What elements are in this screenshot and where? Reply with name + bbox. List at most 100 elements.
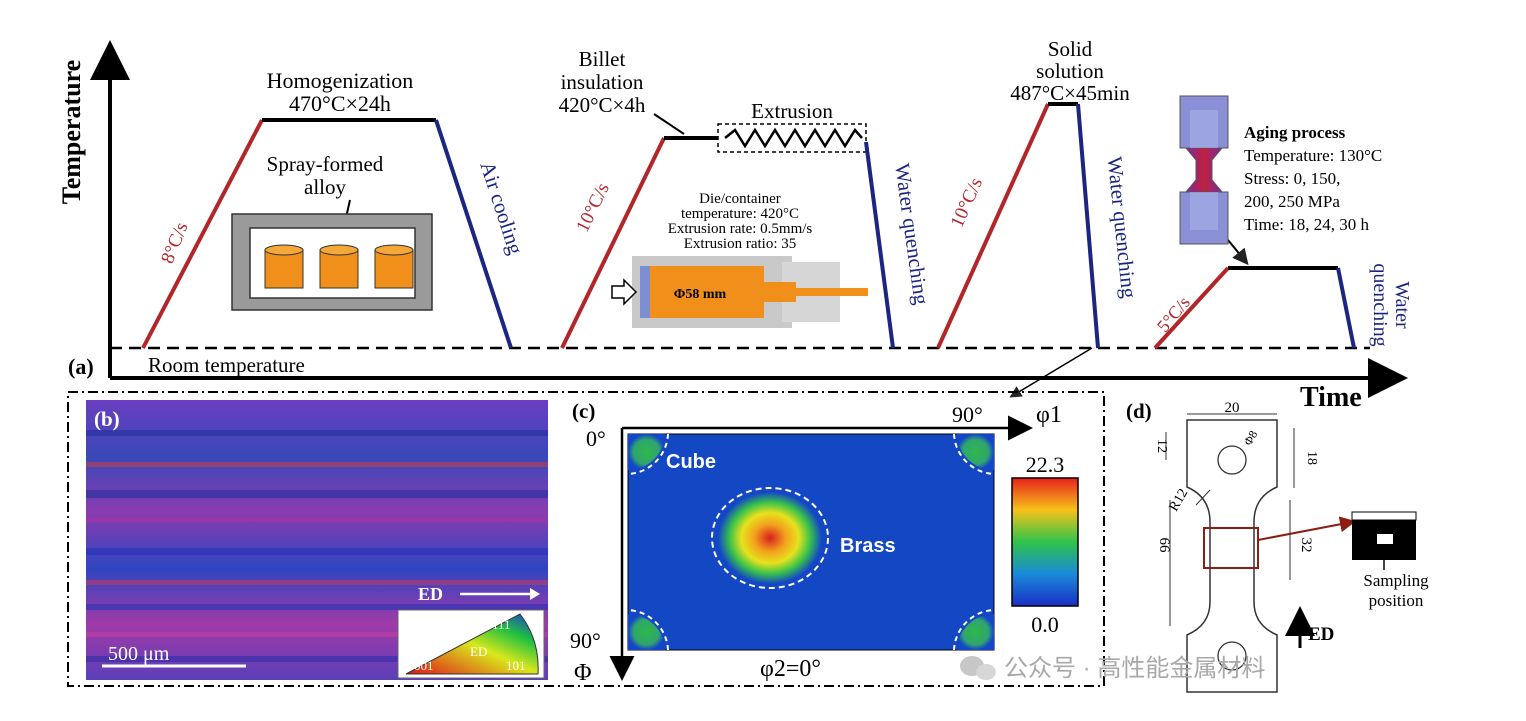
push-arrow-icon	[611, 278, 638, 306]
dim-hole: Φ8	[1241, 428, 1261, 448]
sampling-box	[1203, 527, 1259, 569]
dim-length: 66	[1156, 538, 1172, 554]
aging-line4: Time: 18, 24, 30 h	[1244, 215, 1370, 234]
billet-icon	[319, 244, 359, 289]
origin-label: 0°	[586, 426, 606, 451]
Phi-max: 90°	[570, 628, 601, 653]
ipf-101: 101	[506, 658, 526, 673]
panel-a: Temperature Time (a) Room temperature 8°…	[57, 37, 1413, 413]
aging-line3: 200, 250 MPa	[1244, 192, 1340, 211]
ipf-001: 001	[414, 658, 434, 673]
tensile-specimen	[1186, 419, 1278, 693]
billet-diameter: Φ58 mm	[674, 287, 727, 302]
billet-icon	[374, 244, 414, 289]
panel-d: (d) 20 Φ8 12 18 R12 66 32 Sampling posit…	[1126, 399, 1429, 693]
scale-bar-label: 500 μm	[108, 643, 170, 665]
dim-gauge: 32	[1298, 538, 1314, 553]
billet-line3: 420°C×4h	[559, 93, 646, 117]
extrusion-line1: Die/container	[699, 191, 781, 207]
aging-line1: Temperature: 130°C	[1244, 146, 1382, 165]
dim-right-top: 18	[1304, 451, 1319, 465]
water-quenching-label-1: Water quenching	[890, 162, 934, 307]
cooling-line-1	[434, 119, 513, 349]
extrusion-die-icon: Φ58 mm	[611, 256, 868, 328]
heating-line-3	[936, 103, 1050, 349]
heating-line-4	[1153, 266, 1230, 350]
color-scale	[1011, 477, 1079, 607]
water-label-aging: Water	[1391, 281, 1413, 329]
furnace-icon	[231, 213, 433, 311]
aging-line2: Stress: 0, 150,	[1244, 169, 1340, 188]
billet-pointer	[653, 113, 685, 135]
stress-specimen-icon	[1179, 95, 1229, 245]
panel-a-label: (a)	[68, 354, 94, 379]
ed-label-b: ED	[418, 584, 443, 604]
watermark: 公众号 · 高性能金属材料	[960, 655, 1265, 682]
extrusion-line2: temperature: 420°C	[681, 206, 799, 222]
spray-formed-line2: alloy	[304, 175, 346, 199]
solution-line2: solution	[1036, 59, 1104, 83]
billet-line1: Billet	[579, 47, 626, 71]
heating-line-1	[141, 119, 264, 349]
cube-corner-tl	[628, 434, 665, 470]
ebsd-texture	[86, 430, 548, 662]
billet-line2: insulation	[561, 70, 644, 94]
lower-frame	[67, 391, 1105, 687]
aging-pointer	[1227, 239, 1249, 266]
panel-b: (b) 500 μm ED 111 001 101 ED	[86, 400, 548, 680]
sampling-icon	[1351, 511, 1417, 570]
phi1-label: φ1	[1036, 402, 1062, 428]
panel-c-label: (c)	[572, 399, 595, 423]
extrusion-line3: Extrusion rate: 0.5mm/s	[668, 221, 813, 237]
cube-corner-br	[957, 613, 994, 650]
sampling-arrow	[1257, 516, 1356, 541]
phi2-label: φ2=0°	[760, 656, 821, 682]
solution-line1: Solid	[1048, 37, 1093, 61]
dim-width: 20	[1225, 400, 1240, 416]
air-cooling-label: Air cooling	[475, 158, 528, 257]
wechat-icon	[960, 656, 996, 680]
panel-d-label: (d)	[1126, 399, 1152, 423]
brass-label: Brass	[840, 535, 896, 557]
link-arrow	[1009, 347, 1093, 398]
panel-c: (c) 0° 90° φ1 90° Φ φ2=0° Cube Brass 22.…	[570, 399, 1079, 686]
ipf-ed: ED	[470, 644, 487, 659]
heating-rate-3: 10°C/s	[947, 175, 987, 231]
extrusion-line4: Extrusion ratio: 35	[684, 236, 797, 252]
dim-top: 12	[1154, 439, 1169, 453]
panel-b-label: (b)	[94, 407, 120, 431]
brass-circle	[711, 487, 829, 589]
heating-line-2	[560, 137, 666, 349]
top-hole	[1217, 445, 1247, 475]
billet-icon	[264, 244, 304, 289]
cube-corner-bl	[628, 613, 665, 650]
sampling-line1: Sampling	[1363, 571, 1429, 590]
x-axis-label: Time	[1300, 382, 1362, 413]
aging-title: Aging process	[1244, 123, 1346, 142]
cube-corner-tr	[957, 434, 994, 470]
ed-label-d: ED	[1308, 624, 1334, 645]
ed-arrowhead-b	[530, 588, 540, 600]
room-temperature-label: Room temperature	[148, 353, 305, 377]
scale-max: 22.3	[1026, 452, 1065, 477]
Phi-label: Φ	[574, 660, 592, 686]
quenching-label-aging: quenching	[1369, 263, 1391, 346]
extrusion-zigzag	[724, 127, 863, 149]
sampling-line2: position	[1369, 591, 1424, 610]
phi1-max: 90°	[952, 402, 983, 427]
extrusion-box	[717, 123, 867, 153]
bottom-hole	[1217, 641, 1247, 671]
cube-label: Cube	[666, 451, 716, 473]
homogenization-value: 470°C×24h	[289, 91, 391, 116]
cooling-line-3	[1076, 103, 1100, 349]
brass-peak	[718, 492, 822, 584]
heating-rate-2: 10°C/s	[572, 180, 614, 236]
extrusion-title: Extrusion	[751, 99, 833, 123]
cooling-line-2	[864, 141, 895, 349]
dimension-lines	[1165, 413, 1295, 626]
water-quenching-label-2: Water quenching	[1103, 155, 1142, 300]
cooling-line-4	[1336, 267, 1356, 349]
scale-min: 0.0	[1031, 612, 1059, 637]
homogenization-title: Homogenization	[267, 68, 414, 93]
